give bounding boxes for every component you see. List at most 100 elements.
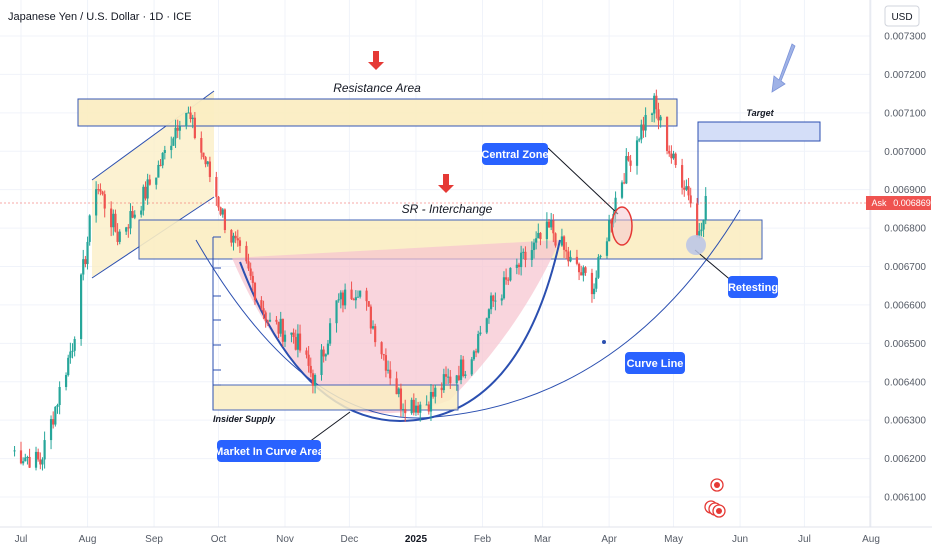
candle-up[interactable]	[371, 320, 375, 330]
candle-down[interactable]	[202, 152, 205, 160]
candle-up[interactable]	[582, 265, 585, 282]
candle-down[interactable]	[623, 173, 626, 185]
candle-up[interactable]	[605, 237, 609, 259]
candle-up[interactable]	[328, 318, 332, 346]
candle-up[interactable]	[550, 212, 553, 231]
candle-up[interactable]	[620, 180, 624, 200]
candle-down[interactable]	[131, 205, 134, 219]
target-zone[interactable]	[697, 121, 821, 142]
candle-down[interactable]	[687, 177, 690, 201]
candle-up[interactable]	[34, 446, 38, 471]
candle-up[interactable]	[401, 403, 405, 417]
candle-up[interactable]	[69, 342, 72, 364]
time-axis[interactable]: Jul Aug Sep Oct Nov Dec 2025 Feb Mar Apr May Jun Jul…	[15, 534, 880, 545]
candle-up[interactable]	[172, 136, 175, 146]
candle-down[interactable]	[562, 235, 566, 258]
candle-up[interactable]	[479, 325, 482, 336]
candle-up[interactable]	[283, 330, 287, 348]
candle-up[interactable]	[24, 453, 27, 462]
candle-up[interactable]	[500, 294, 503, 306]
candle-up[interactable]	[599, 254, 602, 259]
currency-button[interactable]: USD	[884, 5, 920, 27]
candle-up[interactable]	[638, 137, 641, 143]
candle-down[interactable]	[395, 371, 398, 395]
candle-up[interactable]	[279, 311, 282, 337]
economic-events-icon[interactable]	[704, 478, 726, 518]
candle-up[interactable]	[414, 397, 418, 416]
candle-down[interactable]	[369, 304, 372, 334]
candle-down[interactable]	[575, 249, 579, 266]
candle-down[interactable]	[97, 184, 100, 195]
candle-up[interactable]	[650, 112, 654, 123]
candle-down[interactable]	[524, 246, 527, 268]
candle-down[interactable]	[262, 300, 265, 320]
candle-down[interactable]	[215, 171, 218, 206]
candle-up[interactable]	[537, 223, 540, 239]
candle-up[interactable]	[129, 203, 132, 235]
candle-up[interactable]	[520, 245, 523, 276]
candle-up[interactable]	[178, 120, 181, 140]
candle-up[interactable]	[672, 150, 675, 160]
candle-up[interactable]	[509, 267, 512, 282]
candle-up[interactable]	[354, 290, 357, 309]
candle-down[interactable]	[427, 401, 430, 415]
candle-up[interactable]	[26, 455, 29, 465]
candle-up[interactable]	[597, 254, 600, 279]
candle-down[interactable]	[28, 448, 31, 468]
candle-down[interactable]	[416, 401, 420, 416]
candle-down[interactable]	[404, 399, 407, 422]
candle-down[interactable]	[99, 183, 102, 196]
candle-down[interactable]	[322, 346, 325, 363]
candle-up[interactable]	[702, 219, 705, 238]
candle-up[interactable]	[704, 187, 707, 225]
candle-down[interactable]	[148, 174, 151, 186]
candle-up[interactable]	[290, 332, 293, 343]
candle-up[interactable]	[339, 290, 342, 309]
candle-up[interactable]	[560, 228, 564, 247]
curve-line-badge[interactable]: Curve Line	[625, 352, 685, 374]
candle-down[interactable]	[52, 411, 55, 429]
candle-up[interactable]	[268, 312, 272, 323]
candle-down[interactable]	[399, 383, 403, 417]
candle-down[interactable]	[159, 158, 162, 167]
candle-up[interactable]	[653, 93, 656, 123]
candle-down[interactable]	[627, 152, 630, 162]
candle-down[interactable]	[492, 294, 495, 307]
candle-down[interactable]	[309, 357, 312, 378]
candle-down[interactable]	[552, 214, 555, 243]
candle-up[interactable]	[502, 271, 506, 300]
candle-up[interactable]	[530, 241, 533, 267]
candle-up[interactable]	[185, 112, 188, 130]
candle-up[interactable]	[191, 114, 194, 129]
candle-up[interactable]	[112, 209, 115, 236]
candle-up[interactable]	[386, 360, 390, 374]
candle-up[interactable]	[487, 308, 491, 324]
candle-down[interactable]	[665, 116, 669, 155]
candle-down[interactable]	[176, 119, 179, 138]
candle-up[interactable]	[82, 249, 85, 281]
candle-down[interactable]	[307, 346, 310, 373]
candle-up[interactable]	[608, 214, 611, 242]
candle-down[interactable]	[234, 231, 237, 244]
candle-up[interactable]	[485, 317, 488, 335]
candle-down[interactable]	[554, 232, 557, 248]
candle-down[interactable]	[382, 353, 385, 361]
market-curve-badge[interactable]: Market In Curve Area	[214, 440, 325, 462]
candle-down[interactable]	[305, 347, 308, 359]
candle-down[interactable]	[670, 145, 673, 164]
candle-down[interactable]	[577, 262, 581, 281]
candle-down[interactable]	[505, 268, 508, 285]
candle-down[interactable]	[127, 224, 130, 238]
candle-down[interactable]	[367, 300, 370, 307]
candle-up[interactable]	[593, 283, 596, 300]
candle-down[interactable]	[696, 198, 699, 238]
candle-up[interactable]	[56, 403, 59, 414]
candle-up[interactable]	[43, 431, 46, 469]
candle-up[interactable]	[174, 119, 177, 148]
candle-down[interactable]	[547, 219, 551, 228]
candle-up[interactable]	[71, 343, 74, 359]
candle-up[interactable]	[356, 290, 360, 298]
candle-up[interactable]	[425, 395, 428, 406]
candle-up[interactable]	[459, 355, 463, 385]
candle-up[interactable]	[326, 339, 330, 356]
